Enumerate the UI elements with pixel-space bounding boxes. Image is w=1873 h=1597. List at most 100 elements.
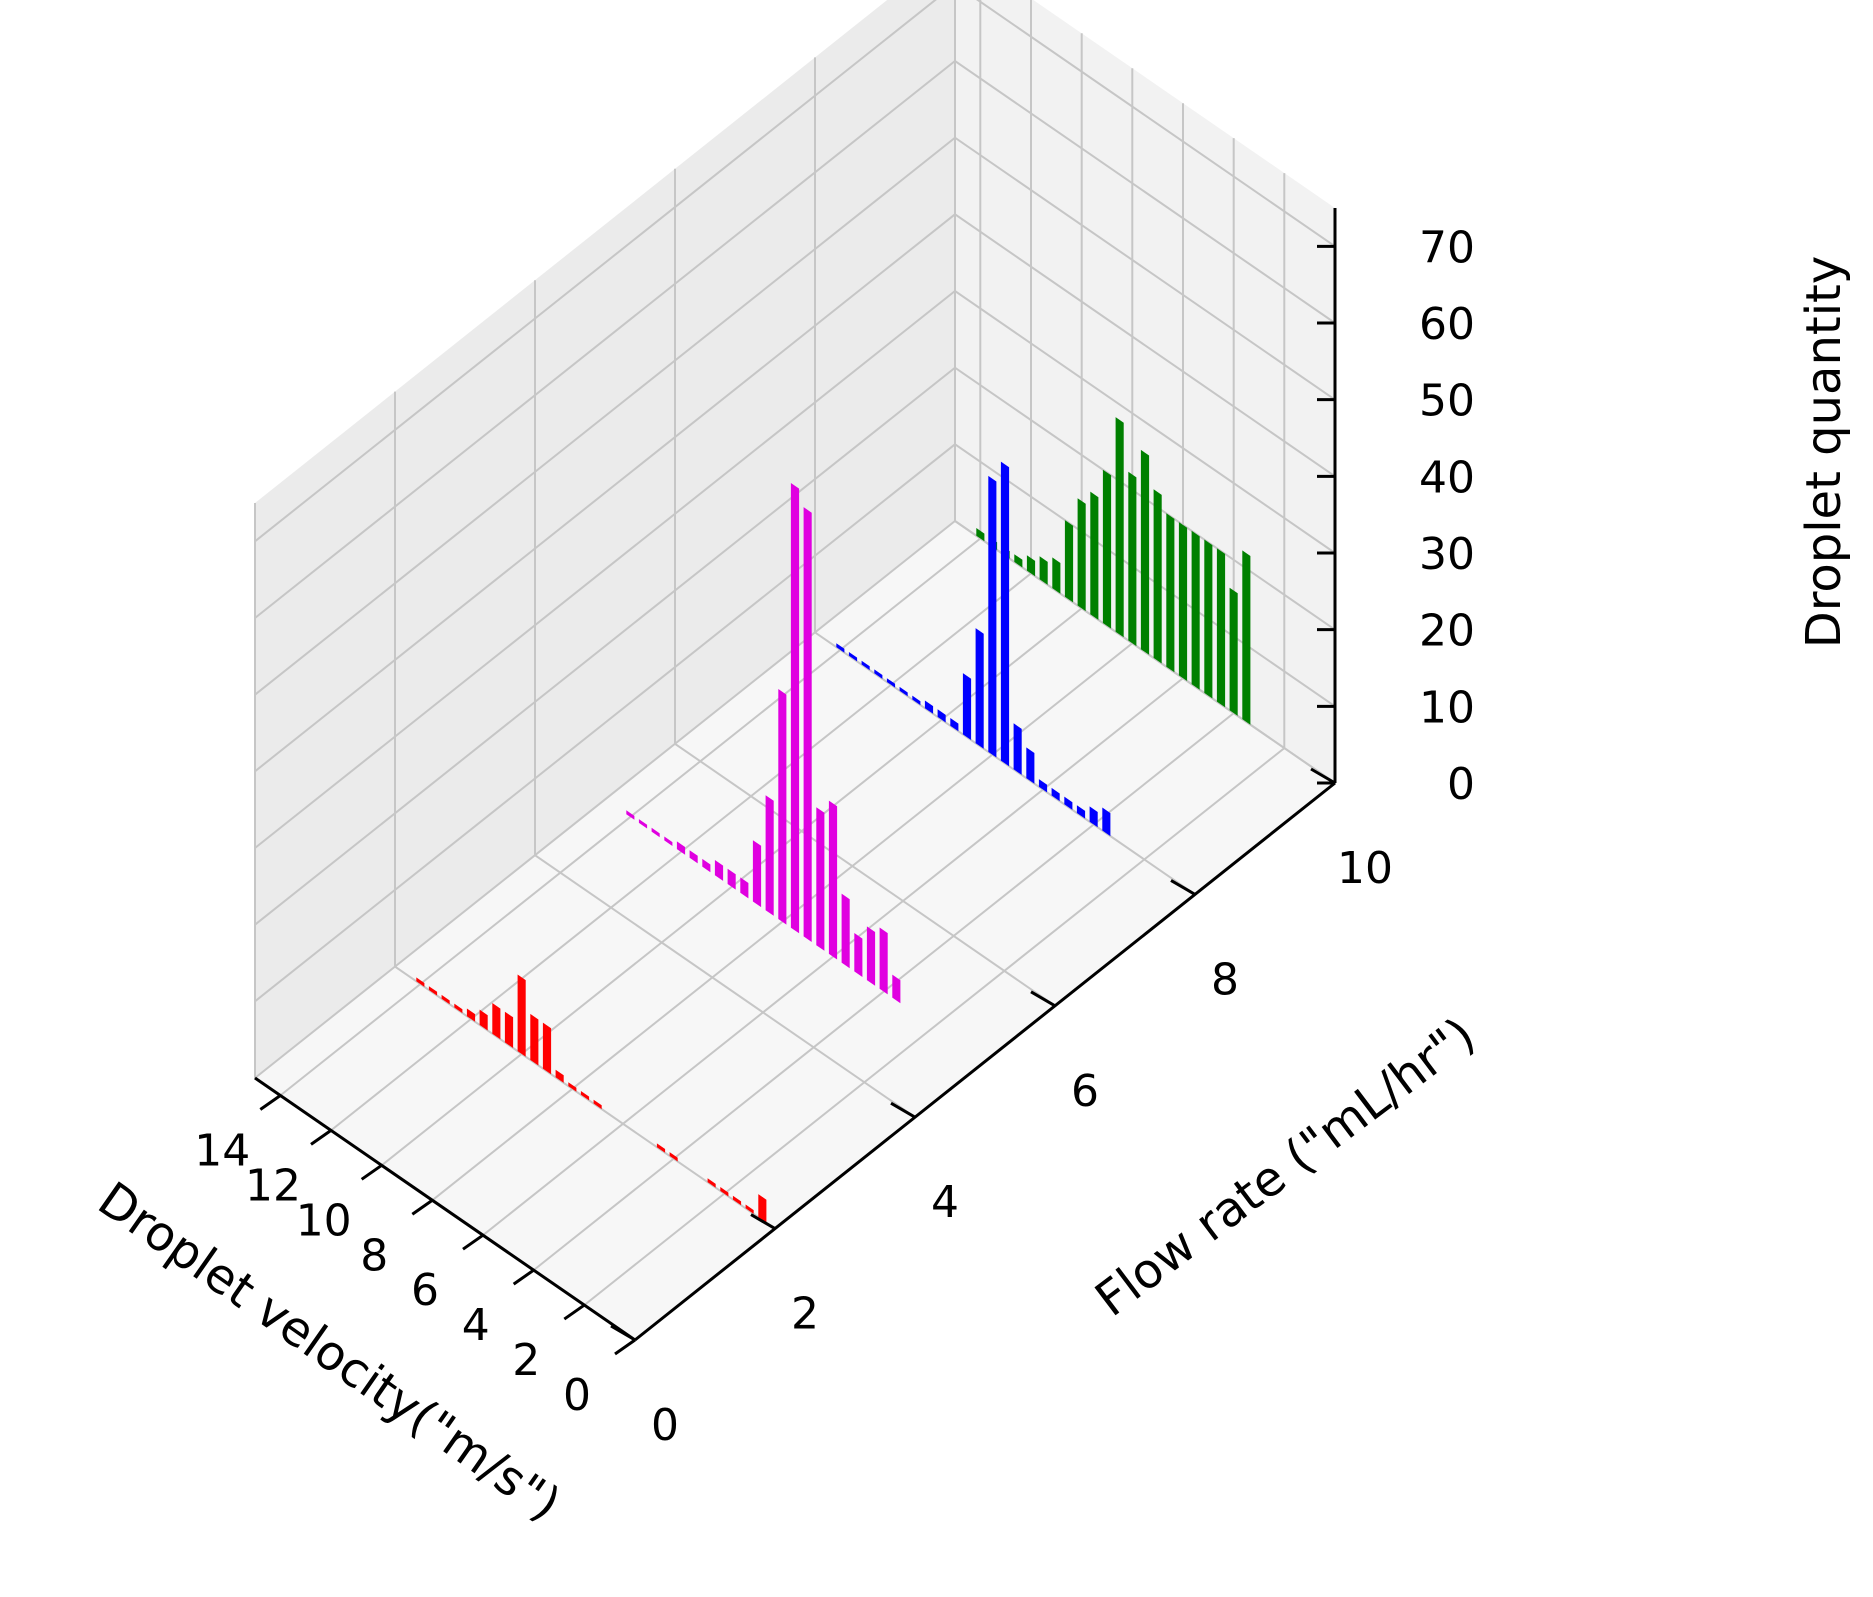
bar bbox=[988, 475, 997, 758]
x-tick bbox=[310, 1129, 332, 1146]
y-tick bbox=[610, 1324, 636, 1342]
bar bbox=[866, 926, 876, 986]
z-gridline bbox=[254, 59, 1336, 619]
bar bbox=[1216, 548, 1226, 708]
z-gridline bbox=[254, 213, 1336, 773]
z-gridline bbox=[254, 136, 1336, 696]
x-axis-line bbox=[254, 1076, 636, 1342]
y-tick-label: 2 bbox=[791, 1289, 819, 1340]
x-tick-label: 12 bbox=[245, 1160, 301, 1211]
bar bbox=[707, 1178, 716, 1188]
x-tick-label: 10 bbox=[296, 1195, 352, 1246]
bar bbox=[874, 669, 883, 679]
bar bbox=[1076, 805, 1086, 819]
bar bbox=[517, 974, 526, 1057]
bar bbox=[1064, 796, 1073, 810]
z-tick-label: 50 bbox=[1419, 376, 1475, 427]
bar bbox=[892, 974, 901, 1004]
x-tick-label: 8 bbox=[360, 1230, 388, 1281]
bar bbox=[555, 1069, 564, 1083]
x-tick bbox=[411, 1199, 434, 1216]
bar bbox=[1102, 807, 1111, 837]
bar bbox=[924, 700, 934, 714]
bar bbox=[854, 933, 863, 977]
bar bbox=[638, 819, 648, 829]
y-tick bbox=[1310, 767, 1336, 785]
bar bbox=[568, 1082, 577, 1092]
bar bbox=[664, 836, 673, 846]
x-tick bbox=[259, 1094, 282, 1111]
bar bbox=[593, 1099, 602, 1110]
bar bbox=[836, 643, 845, 653]
bar bbox=[1191, 530, 1200, 690]
x-tick bbox=[512, 1268, 535, 1286]
bar bbox=[790, 483, 800, 934]
z-tick-label: 40 bbox=[1419, 452, 1475, 503]
bar bbox=[580, 1091, 590, 1101]
bar bbox=[1140, 449, 1150, 655]
bar bbox=[879, 927, 888, 995]
bar bbox=[841, 893, 850, 969]
bar bbox=[1064, 520, 1074, 603]
x-tick bbox=[462, 1233, 484, 1251]
y-tick-label: 8 bbox=[1211, 954, 1239, 1005]
bar bbox=[714, 860, 724, 881]
bar bbox=[466, 1008, 476, 1022]
bar bbox=[848, 652, 858, 662]
bar bbox=[745, 1204, 754, 1214]
bar bbox=[899, 686, 908, 697]
bar bbox=[441, 994, 450, 1005]
x-tick-label: 0 bbox=[563, 1370, 591, 1421]
bar bbox=[976, 528, 985, 542]
bar bbox=[1000, 461, 1010, 767]
x-tick-label: 6 bbox=[411, 1265, 439, 1316]
bar bbox=[732, 1195, 742, 1206]
bar bbox=[1090, 491, 1099, 620]
z-gridline bbox=[254, 289, 1336, 849]
y-tick-label: 10 bbox=[1337, 843, 1393, 894]
bar bbox=[1077, 498, 1086, 612]
side-wall-pane bbox=[955, 0, 1335, 783]
back-wall-pane bbox=[255, 0, 955, 1078]
x-tick bbox=[563, 1303, 586, 1321]
bar bbox=[1115, 417, 1124, 638]
bar bbox=[1039, 556, 1048, 585]
x-tick-label: 14 bbox=[194, 1126, 250, 1177]
bar bbox=[778, 689, 787, 925]
z-gridline bbox=[254, 0, 1336, 543]
z-tick-label: 30 bbox=[1419, 529, 1475, 580]
z-tick-label: 70 bbox=[1419, 222, 1475, 273]
bar bbox=[651, 827, 660, 838]
bar bbox=[752, 840, 762, 908]
bar bbox=[962, 673, 972, 740]
bar bbox=[975, 628, 984, 749]
bar bbox=[492, 1003, 501, 1040]
bar bbox=[626, 810, 635, 820]
x-tick-label: 4 bbox=[462, 1300, 490, 1351]
chart-bars bbox=[416, 417, 1251, 1223]
bar bbox=[1051, 787, 1060, 802]
bar bbox=[765, 795, 774, 916]
bar bbox=[950, 718, 959, 732]
z-tick-label: 10 bbox=[1419, 682, 1475, 733]
bar bbox=[1229, 587, 1238, 716]
bar bbox=[454, 1003, 463, 1014]
y-tick bbox=[1170, 879, 1196, 896]
bar bbox=[828, 800, 838, 960]
bar bbox=[1178, 522, 1188, 681]
bar bbox=[1052, 557, 1061, 594]
x-tick bbox=[360, 1164, 383, 1181]
bar bbox=[1089, 806, 1098, 828]
bar bbox=[416, 977, 425, 987]
y-tick bbox=[750, 1213, 776, 1230]
bar bbox=[816, 807, 825, 951]
bar bbox=[886, 678, 896, 688]
y-axis-line bbox=[634, 781, 1336, 1342]
chart-axes bbox=[254, 208, 1337, 1356]
bar bbox=[1013, 723, 1022, 775]
z-axis-label: Droplet quantity bbox=[1796, 256, 1852, 649]
z-tick-label: 20 bbox=[1419, 606, 1475, 657]
y-tick-label: 0 bbox=[651, 1400, 679, 1451]
bar bbox=[758, 1194, 767, 1223]
